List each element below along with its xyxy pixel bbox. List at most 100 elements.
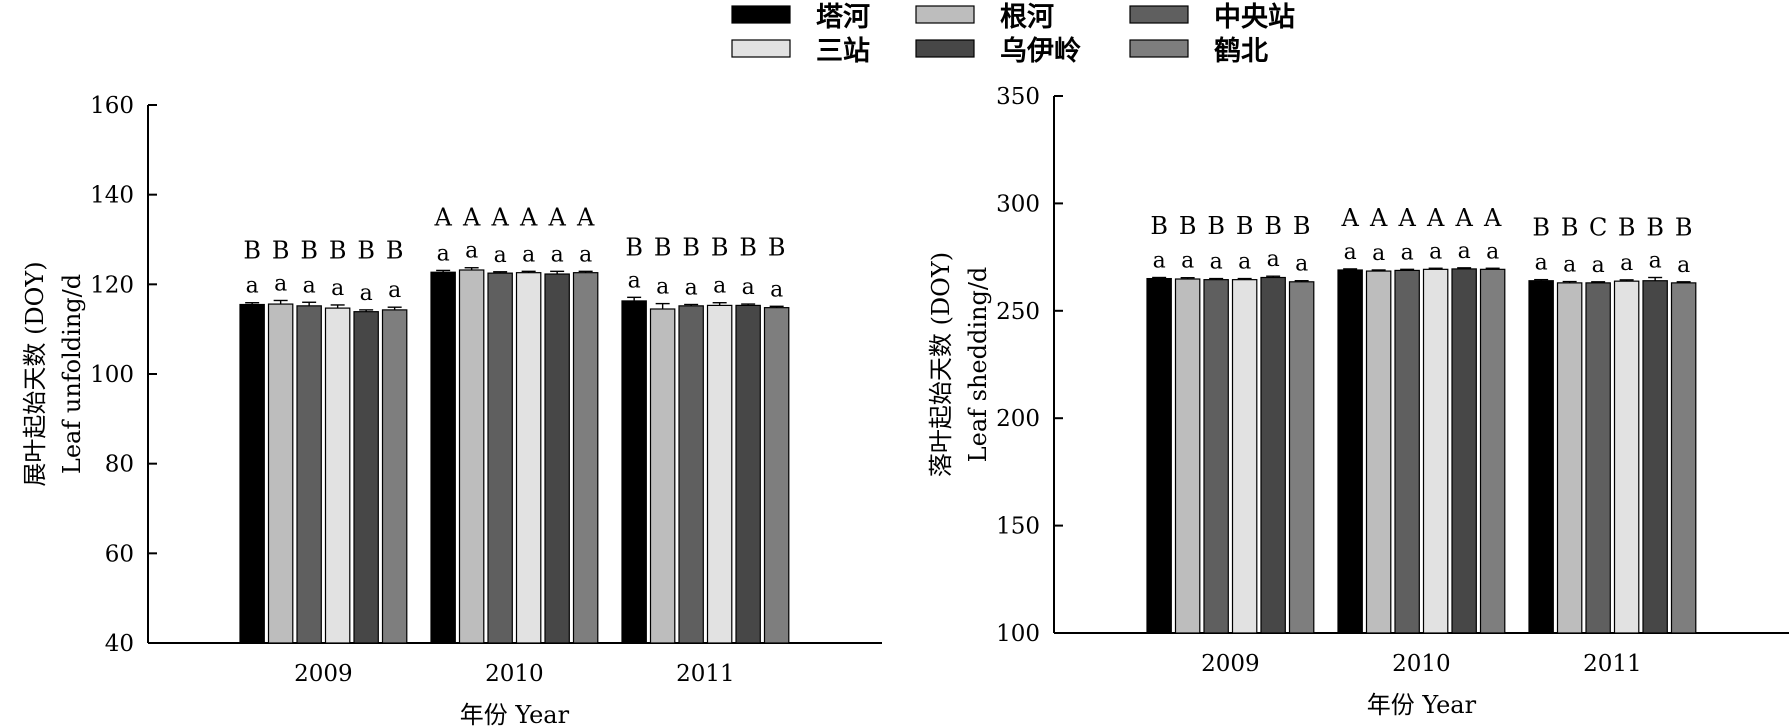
bar-2009-鹤北 bbox=[1288, 281, 1315, 634]
legend-swatch bbox=[915, 5, 975, 24]
y-tick-label: 140 bbox=[90, 183, 134, 209]
sig-label-upper: B bbox=[243, 236, 261, 264]
sig-label-lower: a bbox=[360, 281, 373, 306]
y-axis-title-cn: 落叶起始天数 (DOY) bbox=[927, 252, 955, 477]
bar-2009-三站 bbox=[324, 307, 351, 644]
sig-label-lower: a bbox=[628, 268, 641, 293]
bar-2010-中央站 bbox=[1394, 269, 1420, 634]
y-tick-label: 80 bbox=[105, 452, 134, 478]
sig-label-upper: B bbox=[1179, 212, 1197, 240]
y-tick-label: 200 bbox=[996, 406, 1040, 432]
legend-swatch bbox=[1129, 39, 1189, 58]
bar-2011-乌伊岭 bbox=[1642, 280, 1668, 634]
sig-label-upper: B bbox=[1207, 212, 1225, 240]
sig-label-lower: a bbox=[1563, 253, 1576, 278]
sig-label-upper: B bbox=[1618, 214, 1636, 242]
sig-label-upper: B bbox=[300, 236, 318, 264]
y-tick-label: 250 bbox=[996, 299, 1040, 325]
sig-label-lower: a bbox=[388, 278, 401, 303]
bar-2010-中央站 bbox=[487, 272, 513, 644]
y-axis-title-en: Leaf shedding/d bbox=[964, 267, 992, 463]
sig-label-lower: a bbox=[1592, 253, 1605, 278]
bar-2009-鹤北 bbox=[381, 309, 408, 644]
sig-label-lower: a bbox=[1458, 239, 1471, 264]
bar-2011-根河 bbox=[1556, 282, 1583, 634]
bar-2009-乌伊岭 bbox=[353, 311, 379, 644]
bar-2010-鹤北 bbox=[572, 272, 599, 644]
legend-label: 塔河 bbox=[816, 2, 870, 33]
bar-2011-塔河 bbox=[1528, 280, 1554, 634]
bar-2009-根河 bbox=[267, 303, 294, 644]
sig-label-upper: B bbox=[1532, 214, 1550, 242]
bar-2010-乌伊岭 bbox=[1451, 268, 1477, 634]
sig-label-upper: B bbox=[654, 233, 672, 261]
sig-label-upper: B bbox=[272, 236, 290, 264]
bar-2011-三站 bbox=[706, 304, 733, 644]
bar-2009-三站 bbox=[1231, 279, 1258, 634]
bar-2011-三站 bbox=[1613, 280, 1640, 634]
sig-label-lower: a bbox=[1535, 251, 1548, 276]
sig-label-upper: A bbox=[490, 204, 509, 232]
sig-label-lower: a bbox=[1620, 251, 1633, 276]
sig-label-lower: a bbox=[437, 241, 450, 266]
sig-label-lower: a bbox=[551, 242, 564, 267]
bar-2010-鹤北 bbox=[1479, 268, 1506, 634]
sig-label-upper: A bbox=[462, 204, 481, 232]
sig-label-upper: A bbox=[576, 204, 595, 232]
x-tick-label: 2009 bbox=[1201, 651, 1260, 677]
legend-label: 乌伊岭 bbox=[1000, 35, 1081, 67]
sig-label-lower: a bbox=[494, 243, 507, 268]
legend-swatch bbox=[915, 39, 975, 58]
x-axis-title: 年份 Year bbox=[1367, 691, 1477, 719]
y-tick-label: 60 bbox=[105, 541, 134, 567]
sig-label-lower: a bbox=[770, 277, 783, 302]
x-axis-title: 年份 Year bbox=[460, 701, 570, 727]
legend-label: 根河 bbox=[1000, 2, 1054, 33]
bar-2010-塔河 bbox=[1337, 269, 1363, 634]
sig-label-upper: A bbox=[1340, 204, 1359, 232]
y-axis-title-en: Leaf unfolding/d bbox=[58, 274, 86, 474]
sig-label-upper: B bbox=[768, 233, 786, 261]
sig-label-lower: a bbox=[1677, 253, 1690, 278]
sig-label-upper: A bbox=[519, 204, 538, 232]
sig-label-upper: B bbox=[739, 233, 757, 261]
sig-label-upper: A bbox=[1426, 204, 1445, 232]
sig-label-upper: B bbox=[625, 233, 643, 261]
bar-2011-鹤北 bbox=[1670, 282, 1697, 634]
y-tick-label: 160 bbox=[90, 93, 134, 119]
bar-2011-根河 bbox=[649, 308, 676, 644]
sig-label-upper: B bbox=[682, 233, 700, 261]
sig-label-upper: A bbox=[1483, 204, 1502, 232]
x-tick-label: 2011 bbox=[1583, 651, 1642, 677]
sig-label-lower: a bbox=[331, 276, 344, 301]
y-tick-label: 300 bbox=[996, 191, 1040, 217]
sig-label-lower: a bbox=[465, 239, 478, 264]
bar-2011-塔河 bbox=[621, 300, 647, 644]
bar-2010-三站 bbox=[515, 272, 542, 644]
sig-label-lower: a bbox=[1372, 241, 1385, 266]
sig-label-lower: a bbox=[1153, 249, 1166, 274]
x-tick-label: 2010 bbox=[485, 661, 544, 687]
sig-label-lower: a bbox=[1210, 250, 1223, 275]
y-tick-label: 40 bbox=[105, 631, 134, 657]
sig-label-upper: C bbox=[1589, 214, 1607, 242]
sig-label-lower: a bbox=[685, 276, 698, 301]
y-tick-label: 100 bbox=[996, 621, 1040, 647]
sig-label-lower: a bbox=[1486, 239, 1499, 264]
sig-label-lower: a bbox=[303, 273, 316, 298]
sig-label-upper: B bbox=[711, 233, 729, 261]
sig-label-lower: a bbox=[1238, 250, 1251, 275]
sig-label-upper: A bbox=[433, 204, 452, 232]
sig-label-upper: B bbox=[1150, 212, 1168, 240]
bar-2009-塔河 bbox=[1146, 277, 1172, 634]
bar-2010-塔河 bbox=[430, 271, 456, 644]
bar-2011-鹤北 bbox=[763, 307, 790, 644]
sig-label-lower: a bbox=[246, 274, 259, 299]
legend-label: 鹤北 bbox=[1214, 35, 1268, 67]
sig-label-lower: a bbox=[1181, 249, 1194, 274]
sig-label-lower: a bbox=[1344, 240, 1357, 265]
x-tick-label: 2011 bbox=[676, 661, 735, 687]
